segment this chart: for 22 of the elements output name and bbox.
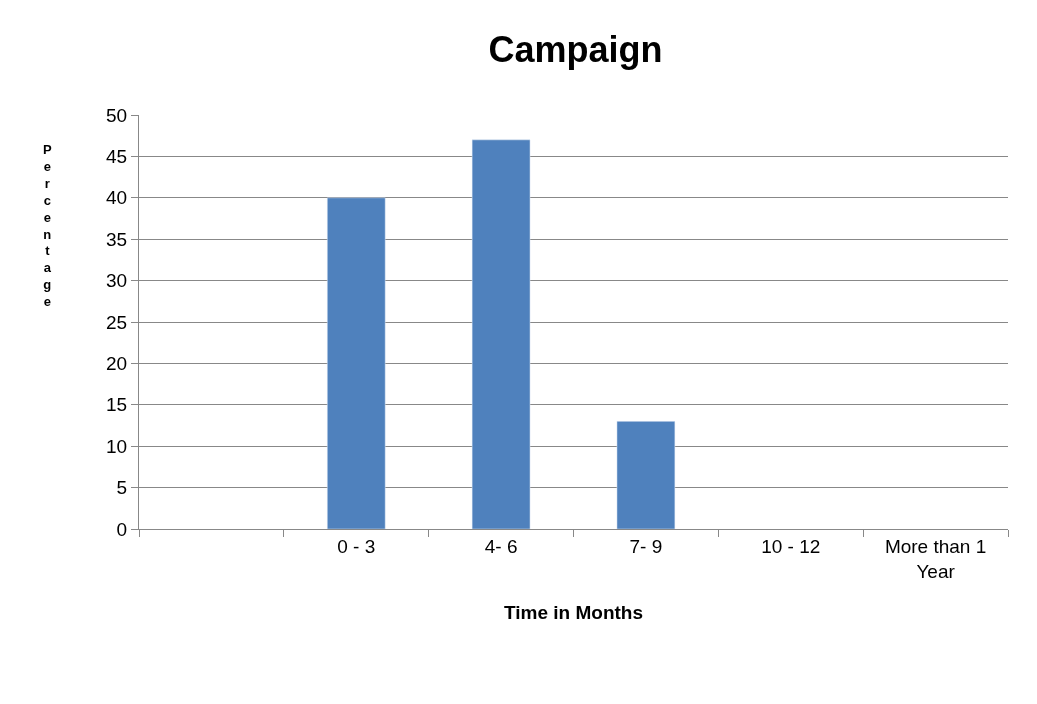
y-tick-label: 20 xyxy=(106,353,128,375)
y-tick-label: 15 xyxy=(106,394,128,416)
bar xyxy=(471,139,531,529)
bar xyxy=(616,421,676,529)
y-tick-label: 50 xyxy=(106,104,128,126)
x-tick-label: 7- 9 xyxy=(629,535,663,557)
y-tick-label: 25 xyxy=(106,311,128,333)
text: Percentage xyxy=(43,142,52,310)
chart-title: Campaign xyxy=(488,28,663,70)
y-tick-label: 40 xyxy=(106,187,128,209)
y-tick-label: 5 xyxy=(116,477,128,499)
bar xyxy=(327,197,386,529)
x-tick-label: 0 - 3 xyxy=(337,535,376,557)
y-tick-label: 0 xyxy=(116,518,128,540)
y-tick-label: 35 xyxy=(106,228,128,250)
x-tick-label: 4- 6 xyxy=(484,535,518,557)
x-tick-label: More than 1 Year xyxy=(884,535,987,582)
y-tick-label: 10 xyxy=(106,435,128,457)
y-tick-label: 30 xyxy=(106,270,128,292)
y-tick-label: 45 xyxy=(106,146,128,168)
x-tick-label: 10 - 12 xyxy=(761,535,821,557)
x-axis-title: Time in Months xyxy=(504,602,643,624)
